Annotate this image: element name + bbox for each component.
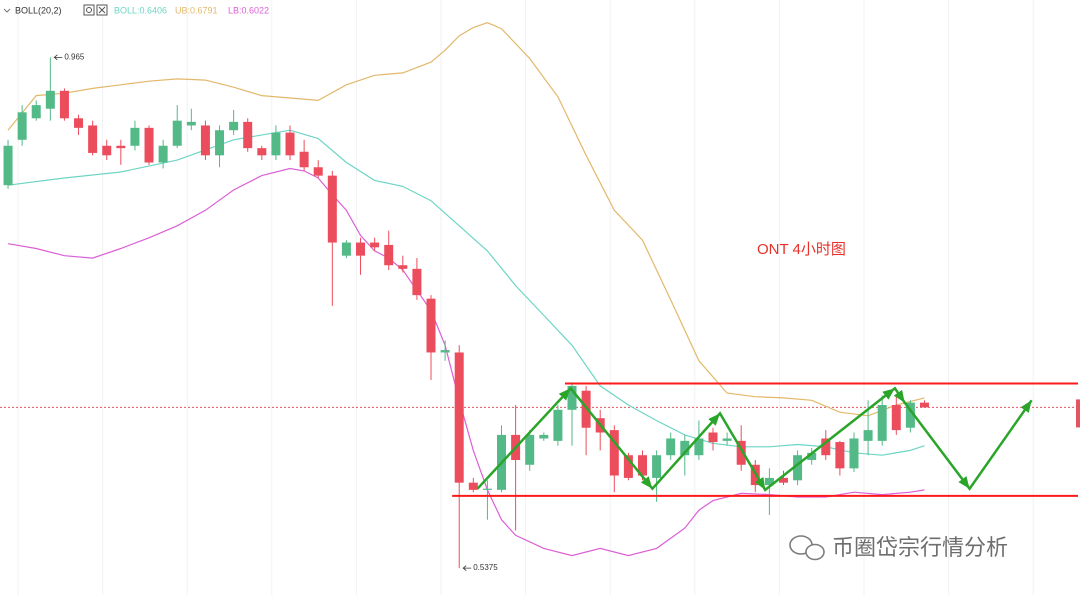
candle-body [356, 242, 366, 256]
candle-body [440, 350, 450, 353]
candle-body [891, 405, 901, 431]
candle-body [327, 175, 337, 243]
annotation-arrow [53, 54, 63, 61]
candle-body [694, 438, 704, 456]
extreme-label: 0.965 [64, 52, 85, 61]
candle-body [468, 482, 478, 490]
arrowhead [893, 389, 905, 403]
candle-body [609, 430, 619, 476]
candle-body [341, 242, 351, 256]
price-tag [1076, 399, 1080, 428]
candle-body [158, 145, 168, 163]
arrowhead [754, 477, 766, 490]
candle-body [722, 438, 732, 441]
candle-body [243, 121, 253, 149]
candle-body [736, 440, 746, 465]
candle-body [384, 244, 394, 266]
legend-entry: BOLL:0.6406 [114, 5, 167, 15]
candle-body [412, 268, 422, 296]
arrowhead [958, 476, 970, 489]
candle-body [116, 145, 126, 149]
candle-body [764, 477, 774, 486]
candle-body [680, 440, 690, 456]
candle-body [553, 409, 563, 441]
candle-body [398, 265, 408, 269]
settings-icon[interactable] [83, 4, 95, 16]
arrowhead [708, 413, 720, 426]
candle-body [567, 385, 577, 410]
candle-body [3, 145, 13, 186]
candle-body [426, 298, 436, 353]
chart-title: ONT 4小时图 [757, 241, 846, 258]
candle-body [539, 434, 549, 439]
watermark-text: 币圈岱宗行情分析 [832, 535, 1008, 560]
candle-body [144, 127, 154, 163]
candle-body [623, 455, 633, 478]
candle-body [31, 105, 41, 119]
candle-body [88, 125, 98, 153]
candle-body [482, 488, 492, 490]
candle-body [271, 132, 281, 156]
arrowhead [640, 476, 653, 489]
candle-body [186, 121, 196, 126]
candle-body [102, 145, 112, 156]
band-line [7, 22, 925, 417]
plot-area: 0.965 0.5375 [0, 22, 1080, 572]
candle-body [652, 455, 662, 478]
arrowhead [558, 388, 571, 401]
candle-body [285, 132, 295, 156]
collapse-icon[interactable] [3, 8, 11, 13]
settings-gear [86, 7, 92, 13]
arrowhead [1020, 400, 1032, 413]
candle-body [215, 130, 225, 156]
watermark: 币圈岱宗行情分析 [789, 535, 1008, 561]
candle-body [863, 430, 873, 441]
candle-body [821, 438, 831, 456]
candle-body [454, 352, 464, 483]
candle-body [807, 452, 817, 460]
wechat-icon [805, 543, 825, 561]
candle-body [229, 121, 239, 131]
candle-body [877, 405, 887, 441]
candle-body [200, 125, 210, 156]
candle-body [172, 120, 182, 146]
annotation-arrow [462, 565, 472, 571]
band-line [7, 129, 925, 456]
candle-body [74, 118, 84, 128]
candle-body [905, 402, 915, 428]
candle-body [45, 90, 55, 109]
candle-body [313, 167, 323, 176]
candle-body [708, 432, 718, 443]
extreme-label: 0.5375 [473, 563, 498, 572]
candle-body [835, 442, 845, 469]
candle-body [849, 438, 859, 469]
candle-body [793, 455, 803, 481]
candle-body [638, 455, 648, 476]
candle-body [130, 127, 140, 146]
indicator-legend: BOLL(20,2) BOLL:0.6406 UB:0.6791 LB:0.60… [3, 4, 269, 16]
candle-body [370, 242, 380, 248]
candle-body [257, 148, 267, 156]
candle-body [17, 112, 27, 140]
candle-body [778, 477, 788, 483]
candle-body [299, 151, 309, 168]
candle-body [59, 90, 69, 119]
legend-entry: LB:0.6022 [228, 5, 269, 15]
legend-entry: UB:0.6791 [175, 5, 218, 15]
close-cross [98, 6, 106, 14]
candle-body [666, 438, 676, 456]
candle-body [525, 434, 535, 465]
indicator-label: BOLL(20,2) [15, 5, 62, 15]
arrowhead [882, 388, 895, 400]
candle-body [919, 402, 929, 408]
